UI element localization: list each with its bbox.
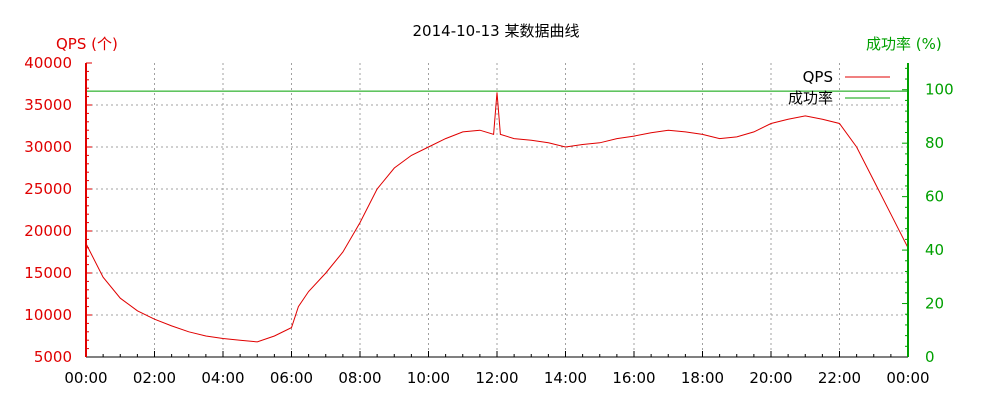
y-axis-right-title: 成功率 (%) [866, 35, 942, 53]
y-left-tick-label: 10000 [24, 306, 72, 324]
y-left-tick-label: 20000 [24, 222, 72, 240]
grid [86, 63, 908, 357]
x-tick-label: 08:00 [338, 369, 381, 387]
y-left-tick-label: 35000 [24, 96, 72, 114]
chart-title: 2014-10-13 某数据曲线 [413, 22, 580, 40]
y-right-tick-label: 40 [925, 241, 944, 259]
x-tick-label: 22:00 [818, 369, 861, 387]
x-tick-label: 16:00 [612, 369, 655, 387]
x-tick-label: 06:00 [270, 369, 313, 387]
y-left-tick-label: 5000 [34, 348, 72, 366]
x-tick-label: 20:00 [749, 369, 792, 387]
legend-label-qps: QPS [803, 68, 833, 86]
x-tick-label: 10:00 [407, 369, 450, 387]
x-tick-label: 00:00 [64, 369, 107, 387]
y-left-tick-labels: 5000 10000 15000 20000 25000 30000 35000 40000 [24, 54, 72, 366]
x-tick-label: 04:00 [201, 369, 244, 387]
x-tick-labels: 00:00 02:00 04:00 06:00 08:00 10:00 12:00 14:00… [64, 369, 929, 387]
qps-series-line [85, 92, 909, 343]
y-left-tick-label: 15000 [24, 264, 72, 282]
x-tick-label: 14:00 [544, 369, 587, 387]
legend: QPS 成功率 [788, 68, 890, 107]
x-tick-label: 18:00 [681, 369, 724, 387]
y-right-tick-label: 60 [925, 188, 944, 206]
y-right-tick-label: 0 [925, 348, 935, 366]
y-right-tick-label: 20 [925, 295, 944, 313]
y-axis-left-title: QPS (个) [56, 35, 118, 53]
plot-series [85, 90, 909, 343]
y-left-tick-label: 25000 [24, 180, 72, 198]
x-tick-label: 12:00 [475, 369, 518, 387]
y-left-tick-label: 40000 [24, 54, 72, 72]
y-left-tick-label: 30000 [24, 138, 72, 156]
y-right-tick-label: 80 [925, 134, 944, 152]
y-right-tick-labels: 0 20 40 60 80 100 [925, 81, 954, 366]
y-right-tick-label: 100 [925, 81, 954, 99]
x-tick-label: 00:00 [886, 369, 929, 387]
legend-label-success-rate: 成功率 [788, 89, 833, 107]
x-tick-label: 02:00 [133, 369, 176, 387]
